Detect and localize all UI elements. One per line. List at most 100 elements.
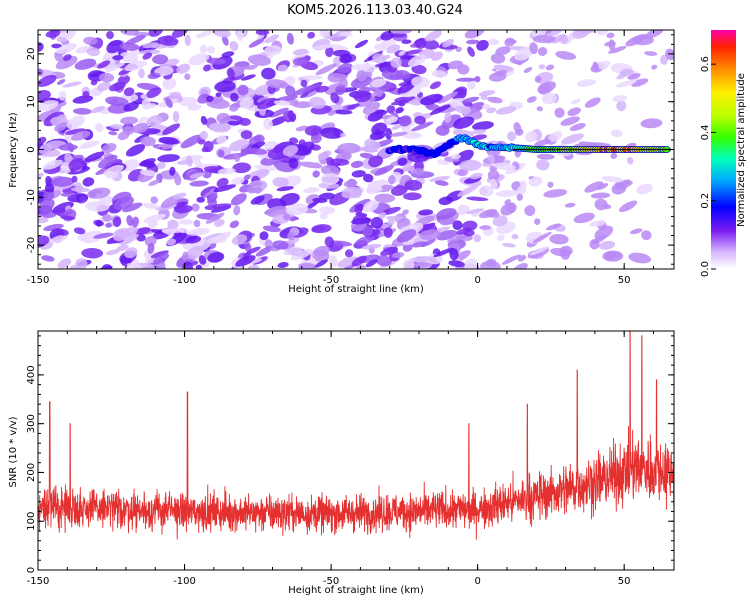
spectrogram-cell (125, 144, 146, 157)
spectrogram-cell (206, 95, 214, 103)
spectrogram-cell (292, 85, 315, 96)
spectrogram-cell (335, 85, 346, 96)
spectrogram-cell (227, 68, 235, 80)
spectrogram-cell (511, 233, 519, 240)
spectrogram-cell (317, 150, 332, 160)
spectrogram-cell (327, 110, 337, 116)
spectrogram-cell (545, 223, 562, 231)
spectrogram-cell (548, 131, 563, 142)
spectrogram-cell (351, 170, 366, 178)
spectrogram-cell (146, 87, 162, 99)
spectrogram-cell (343, 179, 358, 188)
spectrogram-cell (248, 38, 265, 48)
spectrogram-cell (264, 45, 282, 56)
spectrogram-cell (606, 32, 615, 39)
spectrogram-cell (431, 70, 447, 78)
spectrogram-cell (277, 262, 289, 268)
spectrogram-cell (96, 81, 111, 92)
spectrogram-cell (289, 216, 298, 222)
y-tick-label: -20 (26, 237, 37, 253)
spectrogram-cell (545, 64, 555, 71)
spectrogram-cell (543, 189, 568, 198)
spectrogram-cell (166, 238, 176, 246)
spectrogram-cell (62, 81, 82, 88)
spectrogram-cell (200, 115, 208, 125)
spectrogram-cell (230, 193, 247, 206)
spectrogram-cell (455, 106, 472, 114)
spectrogram-cell (615, 80, 637, 88)
spectrogram-cell (493, 64, 514, 72)
spectrogram-cell (515, 128, 524, 136)
spectrogram-cell (589, 220, 606, 227)
spectrogram-cell (254, 164, 277, 171)
spectrogram-cell (195, 30, 214, 38)
spectrogram-cell (132, 122, 149, 134)
spectrogram-cell (55, 55, 78, 70)
spectrogram-cell (244, 242, 252, 253)
spectrogram-cell (190, 260, 199, 266)
spectrogram-cell (391, 252, 405, 259)
spectrogram-cell (351, 255, 367, 267)
spectrogram-cell (126, 215, 134, 227)
spectrogram-cell (374, 164, 394, 176)
spectrogram-cell (418, 209, 434, 216)
spectrogram-cell (561, 133, 585, 145)
spectrogram-cell (56, 36, 67, 43)
spectrogram-cell (237, 30, 244, 42)
spectrogram-cell (529, 42, 538, 55)
spectrogram-cell (362, 173, 374, 183)
spectrogram-cell (205, 212, 225, 224)
spectrogram-cell (464, 30, 485, 39)
spectrogram-cell (177, 201, 189, 206)
spectrogram-cell (340, 132, 347, 138)
spectrogram-cell (156, 161, 166, 170)
spectrogram-cell (112, 55, 124, 61)
spectrogram-cell (238, 117, 251, 126)
spectrogram-cell (285, 85, 296, 97)
spectrogram-cell (279, 193, 300, 206)
spectrogram-cell (390, 32, 407, 38)
spectrogram-cell (104, 159, 123, 171)
spectrogram-cell (42, 159, 63, 170)
x-tick-label: -100 (173, 576, 196, 587)
spectrogram-cell (292, 57, 308, 66)
spectrogram-cell (183, 169, 200, 180)
spectrogram-cell (152, 253, 170, 265)
spectrogram-x-label: Height of straight line (km) (288, 284, 424, 295)
spectrogram-cell (534, 218, 541, 226)
spectrogram-cell (196, 196, 205, 203)
spectrogram-cell (339, 53, 352, 64)
y-tick-label: 300 (26, 414, 37, 433)
spectrogram-cell (466, 196, 489, 202)
spectrogram-cell (214, 219, 225, 227)
spectrogram-cell (319, 206, 336, 215)
colorbar-tick-label: 0.0 (700, 261, 711, 277)
spectrogram-cell (147, 72, 161, 80)
spectrogram-cell (474, 76, 481, 83)
spectrogram-cell (302, 75, 323, 80)
spectrogram-cell (517, 255, 527, 262)
spectrogram-cell (60, 215, 76, 220)
spectrogram-cell (367, 111, 383, 122)
spectrogram-cell (629, 228, 643, 235)
spectrogram-cell (610, 129, 623, 138)
snr-panel: -150 -100 -50 0 50 0 100 200 300 400 Height of s… (8, 330, 675, 596)
spectrogram-cell (644, 51, 658, 56)
spectrogram-cell (572, 30, 591, 39)
spectrogram-cell (328, 72, 348, 79)
spectrogram-cell (60, 192, 74, 197)
spectrogram-cell (351, 64, 363, 70)
spectrogram-cell (628, 252, 652, 264)
spectrogram-cell (286, 32, 294, 45)
spectrogram-cell (235, 255, 256, 267)
spectrogram-cell (461, 96, 480, 104)
spectrogram-cell (119, 51, 139, 63)
spectrogram-cell (182, 251, 189, 261)
spectrogram-cell (56, 228, 69, 236)
spectrogram-cell (82, 90, 90, 99)
spectrogram-cell (592, 61, 599, 72)
spectrogram-cell (350, 160, 364, 168)
spectrogram-cell (381, 206, 401, 216)
spectrogram-cell (380, 246, 398, 256)
spectrogram-cell (148, 179, 160, 187)
